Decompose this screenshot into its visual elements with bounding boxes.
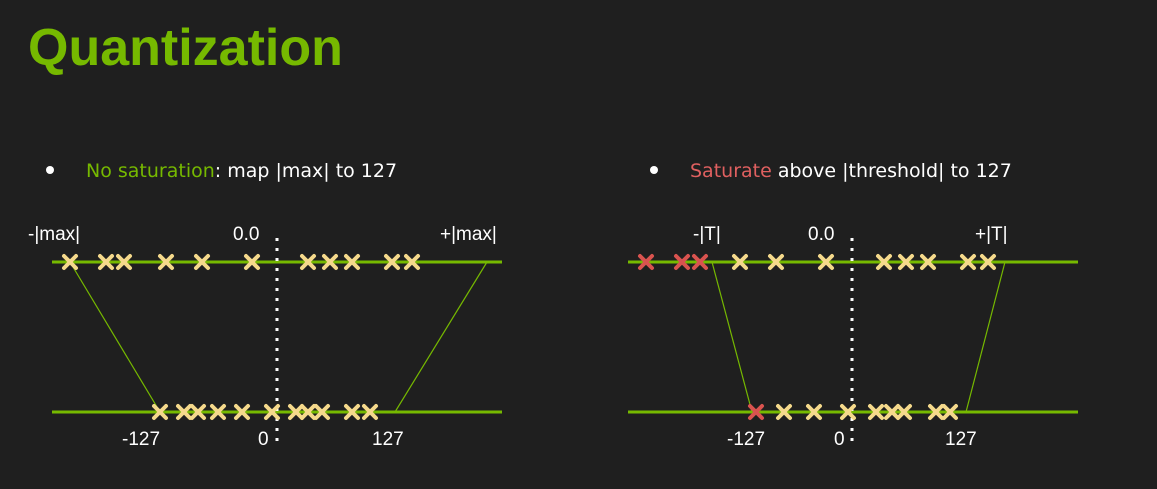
bullet-dot-icon [46,165,54,174]
left-label-neg-max: -|max| [28,224,80,245]
x-marker-icon [344,404,360,420]
right-label-zero-int: 0 [834,429,845,450]
right-diagram: -|T| 0.0 +|T| -127 0 127 [628,224,1078,450]
x-marker-icon [920,254,936,270]
x-marker-icon [176,404,192,420]
right-float-markers [638,254,996,270]
left-mapping-line-pos [394,261,488,413]
x-marker-icon [806,404,822,420]
x-marker-icon [322,254,338,270]
x-marker-icon [300,254,316,270]
x-marker-icon [210,404,226,420]
x-marker-icon [748,404,764,420]
x-marker-icon [818,254,834,270]
x-marker-icon [344,254,360,270]
x-marker-icon [674,254,690,270]
x-marker-icon [732,254,748,270]
x-marker-icon [638,254,654,270]
right-label-pos-127: 127 [945,429,977,450]
x-marker-icon [190,404,206,420]
x-marker-icon [884,404,900,420]
slide-title: Quantization [28,19,343,77]
right-mapping-line-neg [711,261,753,413]
left-label-pos-max: +|max| [440,224,497,245]
x-marker-icon [384,254,400,270]
bullet-highlight-no-saturation: No saturation [86,160,215,182]
x-marker-icon [152,404,168,420]
x-marker-icon [928,404,944,420]
left-label-zero-int: 0 [258,429,269,450]
x-marker-icon [980,254,996,270]
x-marker-icon [244,254,260,270]
x-marker-icon [62,254,78,270]
x-marker-icon [300,404,316,420]
right-label-neg-127: -127 [727,429,765,450]
x-marker-icon [158,254,174,270]
bullet-no-saturation: No saturation: map |max| to 127 [46,160,397,182]
x-marker-icon [942,404,958,420]
x-marker-icon [288,404,304,420]
x-marker-icon [768,254,784,270]
x-marker-icon [692,254,708,270]
x-marker-icon [876,254,892,270]
left-label-neg-127: -127 [122,429,160,450]
x-marker-icon [896,404,912,420]
x-marker-icon [362,404,378,420]
right-label-zero-float: 0.0 [808,224,834,245]
left-mapping-line-neg [69,261,161,413]
x-marker-icon [898,254,914,270]
right-mapping-line-pos [965,261,1006,413]
bullet-text-saturate: above |threshold| to 127 [771,160,1012,182]
x-marker-icon [868,404,884,420]
x-marker-icon [98,254,114,270]
x-marker-icon [404,254,420,270]
x-marker-icon [314,404,330,420]
x-marker-icon [960,254,976,270]
x-marker-icon [234,404,250,420]
x-marker-icon [776,404,792,420]
left-float-markers [62,254,420,270]
x-marker-icon [264,404,280,420]
x-marker-icon [116,254,132,270]
bullet-saturate: Saturate above |threshold| to 127 [650,160,1012,182]
x-marker-icon [840,404,856,420]
left-label-pos-127: 127 [372,429,404,450]
bullet-highlight-saturate: Saturate [690,160,772,182]
bullet-dot-icon [650,165,658,174]
right-label-pos-t: +|T| [975,224,1008,245]
right-label-neg-t: -|T| [693,224,721,245]
left-int8-markers [152,404,378,420]
left-diagram: -|max| 0.0 +|max| -127 0 127 [28,224,502,450]
x-marker-icon [194,254,210,270]
bullet-text-no-saturation: : map |max| to 127 [214,160,398,182]
right-int8-markers [748,404,958,420]
left-label-zero-float: 0.0 [233,224,259,245]
